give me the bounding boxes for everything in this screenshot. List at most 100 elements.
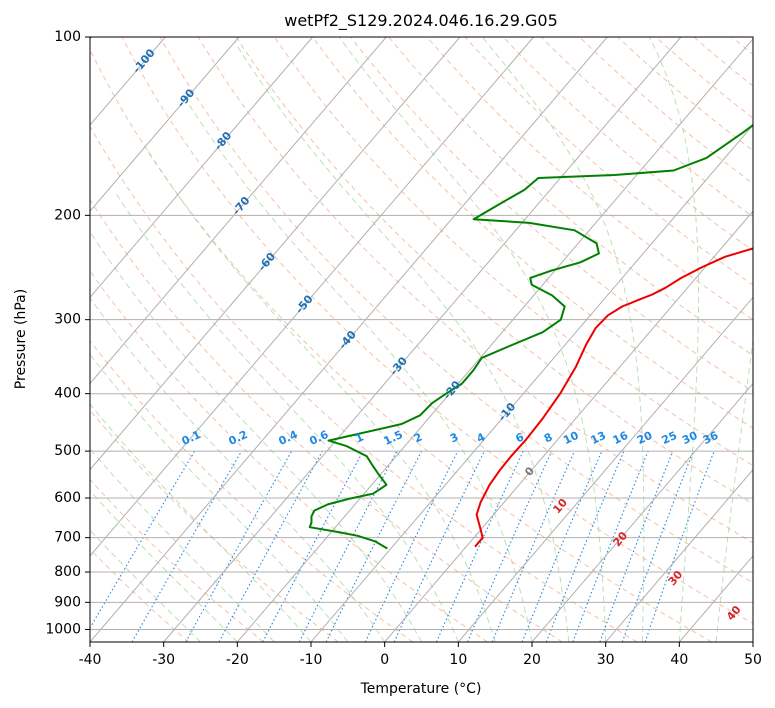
moist-adiabat-line — [90, 489, 238, 642]
mixing-ratio-line — [621, 450, 694, 642]
mixing-ratio-line — [393, 450, 485, 642]
moist-adiabat-line — [114, 190, 459, 642]
dry-adiabat-line — [197, 37, 753, 544]
moist-adiabat-line — [90, 297, 386, 642]
y-tick-label: 600 — [54, 490, 81, 506]
isotherm-line — [310, 124, 753, 642]
dry-adiabat-line — [464, 37, 753, 286]
mixing-ratio-label: 30 — [680, 429, 700, 447]
mixing-ratio-line — [262, 450, 364, 642]
mixing-ratio-label: 0.2 — [227, 428, 250, 448]
x-tick-label: -10 — [300, 652, 323, 668]
moist-adiabat-line — [90, 230, 422, 642]
dry-adiabat-line — [90, 125, 638, 642]
isotherm-line — [384, 210, 753, 642]
dry-adiabat-line — [617, 37, 753, 152]
moist-adiabat-line — [90, 529, 201, 642]
red-reference-label: 40 — [724, 603, 744, 623]
dry-adiabat-line — [90, 478, 264, 642]
isotherm-line — [90, 37, 387, 385]
mixing-ratio-label: 16 — [611, 429, 631, 447]
y-axis-label: Pressure (hPa) — [13, 289, 29, 389]
moist-adiabat-line — [481, 37, 645, 642]
dry-adiabat-line — [90, 340, 414, 642]
dry-adiabat-line — [541, 37, 753, 218]
mixing-ratio-line — [185, 450, 293, 642]
mixing-ratio-label: 0.1 — [180, 428, 203, 448]
isotherm-line — [605, 468, 753, 642]
mixing-ratio-label: 2 — [412, 430, 424, 445]
dry-adiabat-line — [235, 37, 753, 505]
dewpoint-series-line — [308, 123, 753, 550]
isotherm-line — [90, 37, 534, 557]
mixing-ratio-label: 0.4 — [277, 428, 300, 448]
axes: -40 -30 -20 -10 0 10 20 30 40 5010020030040050060… — [45, 29, 762, 668]
x-axis-label: Temperature (°C) — [360, 681, 482, 697]
mixing-ratio-label: 8 — [542, 430, 554, 445]
dry-adiabat-line — [90, 48, 712, 642]
mixing-ratio-line — [325, 450, 423, 642]
x-tick-label: 30 — [597, 652, 615, 668]
isotherm-line — [90, 37, 461, 471]
mixing-ratio-line — [545, 450, 625, 642]
mixing-ratio-label: 1.5 — [382, 428, 405, 448]
plot-frame — [89, 36, 754, 643]
x-tick-label: -20 — [226, 652, 249, 668]
isotherm-line — [163, 37, 682, 642]
dry-adiabat-line — [770, 37, 775, 642]
mixing-ratio-line — [572, 450, 649, 642]
mixing-ratio-label: 36 — [701, 429, 721, 447]
dry-adiabat-line — [273, 37, 753, 467]
x-tick-label: 20 — [523, 652, 541, 668]
mixing-ratio-line — [491, 450, 576, 642]
isotherm-line — [457, 296, 753, 642]
moist-adiabat-line — [90, 448, 275, 642]
moist-adiabat-line — [90, 403, 312, 642]
y-tick-label: 500 — [54, 443, 81, 459]
y-tick-label: 800 — [54, 564, 81, 580]
isotherm-line — [531, 382, 753, 642]
mixing-ratio-label: 10 — [561, 429, 581, 447]
isotherm-line — [236, 38, 753, 642]
x-tick-label: -40 — [79, 652, 102, 668]
dry-adiabat-line — [655, 37, 753, 119]
moist-adiabat-line — [648, 37, 699, 642]
mixing-ratio-line — [599, 450, 674, 642]
dry-adiabat-line — [388, 37, 753, 356]
mixing-ratio-line — [644, 450, 715, 642]
isotherm-line — [90, 37, 313, 299]
dry-adiabat-line — [159, 37, 753, 584]
mixing-ratio-label: 25 — [660, 429, 679, 447]
mixing-ratio-line — [466, 450, 553, 642]
dry-adiabat-line — [90, 409, 339, 642]
isotherm-line — [90, 37, 608, 642]
dry-adiabat-line — [426, 37, 753, 321]
y-tick-label: 400 — [54, 386, 81, 402]
dry-adiabat-line — [121, 37, 753, 624]
mixing-ratio-label: 13 — [589, 429, 608, 447]
moist-adiabat-line — [338, 37, 607, 642]
isotherm-line — [90, 37, 240, 212]
temperature-series-line — [474, 247, 753, 548]
plot-area: -100-90-80-70-60-50-40-30-20-1000.1 0.2 0.… — [90, 37, 775, 642]
mixing-ratio-line — [364, 450, 459, 642]
moist-adiabat-line — [90, 353, 349, 642]
x-tick-label: 50 — [744, 652, 762, 668]
moist-adiabat-line — [715, 337, 753, 642]
chart-title: wetPf2_S129.2024.046.16.29.G05 — [284, 11, 558, 31]
isotherm-line — [678, 555, 753, 642]
isotherm-line — [752, 641, 753, 642]
y-tick-label: 300 — [54, 312, 81, 328]
mixing-ratio-line — [521, 450, 603, 642]
x-tick-label: 10 — [449, 652, 467, 668]
mixing-ratio-line — [218, 450, 323, 642]
mixing-ratio-line — [90, 450, 196, 629]
red-reference-label: 30 — [666, 568, 686, 588]
mixing-ratio-line — [131, 450, 243, 642]
dry-adiabat-line — [693, 37, 753, 87]
dry-adiabat-line — [312, 37, 753, 429]
mixing-ratio-label: 0.6 — [307, 428, 330, 448]
mixing-ratio-label: 6 — [514, 430, 527, 445]
mixing-ratio-label: 20 — [635, 429, 655, 447]
